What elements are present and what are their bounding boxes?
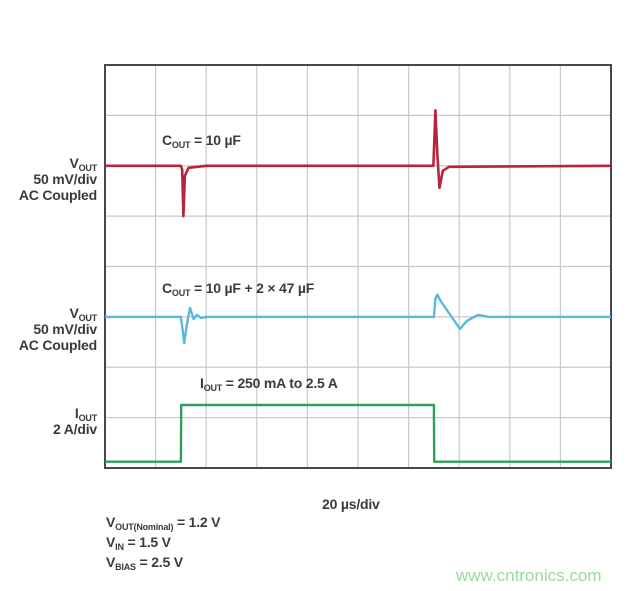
plot-frame (104, 64, 612, 469)
condition-vout-nominal: VOUT(Nominal) = 1.2 V (106, 514, 221, 532)
conditions: VOUT(Nominal) = 1.2 V VIN = 1.5 V VBIAS … (106, 514, 221, 572)
condition-vin: VIN = 1.5 V (106, 534, 171, 552)
trace-iout (105, 403, 611, 463)
watermark: www.cntronics.com (456, 566, 602, 585)
condition-vbias: VBIAS = 2.5 V (106, 554, 183, 572)
annotation-cout-10uf-2x47uf: COUT = 10 µF + 2 × 47 µF (162, 280, 315, 298)
ch3-label: IOUT 2 A/div (53, 405, 97, 437)
ch2-label: VOUT 50 mV/div AC Coupled (18, 305, 97, 353)
annotation-iout-step: IOUT = 250 mA to 2.5 A (200, 375, 338, 393)
annotation-cout-10uf: COUT = 10 µF (162, 132, 241, 150)
trace-vout_10uF (105, 109, 612, 218)
trace-vout_10uF_2x47uF (105, 293, 611, 345)
x-axis-label: 20 µs/div (322, 496, 380, 512)
ch1-label: VOUT 50 mV/div AC Coupled (18, 155, 97, 203)
